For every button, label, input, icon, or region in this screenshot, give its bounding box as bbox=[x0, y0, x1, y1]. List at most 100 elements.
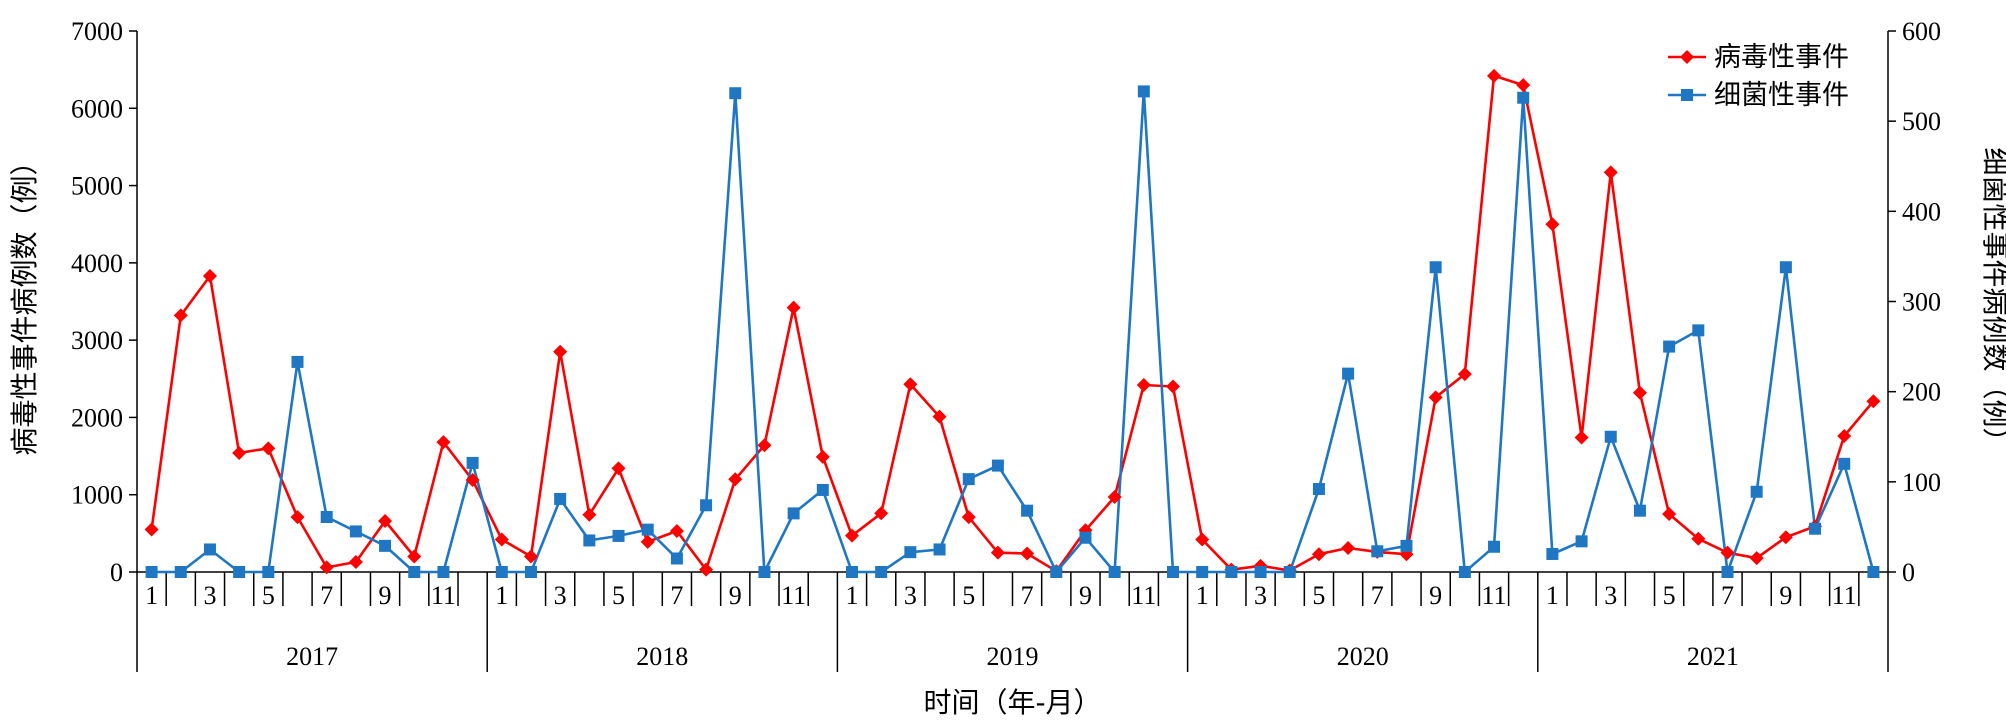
viral-point bbox=[757, 438, 772, 453]
viral-point bbox=[640, 534, 655, 549]
bacterial-point bbox=[320, 510, 333, 523]
right-tick-label: 300 bbox=[1902, 288, 1941, 317]
bacterial-point bbox=[641, 523, 654, 536]
bacterial-point bbox=[145, 566, 158, 578]
bacterial-point bbox=[1488, 540, 1501, 553]
series-markers bbox=[144, 68, 1881, 579]
bacterial-point bbox=[1429, 261, 1442, 274]
bacterial-point bbox=[845, 566, 858, 578]
bacterial-point bbox=[1692, 324, 1705, 337]
bacterial-point bbox=[1458, 566, 1471, 578]
month-tick-label: 11 bbox=[1131, 581, 1156, 610]
month-tick-label: 3 bbox=[203, 581, 216, 610]
bacterial-point bbox=[1546, 547, 1559, 560]
viral-point bbox=[1749, 551, 1764, 566]
month-tick-label: 1 bbox=[845, 581, 858, 610]
year-label: 2019 bbox=[987, 642, 1039, 671]
bacterial-point bbox=[1137, 85, 1150, 98]
viral-point bbox=[1166, 379, 1181, 394]
viral-point bbox=[669, 524, 684, 539]
viral-point bbox=[173, 308, 188, 323]
bacterial-point bbox=[1721, 566, 1734, 578]
bacterial-point bbox=[1517, 91, 1530, 104]
x-axis-title: 时间（年-月） bbox=[923, 686, 1101, 719]
left-axis-title: 病毒性事件病例数（例） bbox=[8, 147, 41, 455]
bacterial-point bbox=[1604, 430, 1617, 443]
bacterial-point bbox=[1196, 566, 1209, 578]
month-tick-label: 11 bbox=[431, 581, 456, 610]
viral-point bbox=[144, 522, 159, 537]
month-tick-label: 7 bbox=[1721, 581, 1734, 610]
left-tick-label: 3000 bbox=[71, 326, 123, 355]
bacterial-point bbox=[933, 543, 946, 556]
bacterial-point bbox=[787, 507, 800, 520]
month-tick-label: 5 bbox=[1312, 581, 1325, 610]
left-tick-label: 7000 bbox=[71, 17, 123, 46]
bacterial-point bbox=[816, 483, 829, 496]
viral-point bbox=[582, 507, 597, 522]
year-label: 2020 bbox=[1337, 642, 1389, 671]
bacterial-point bbox=[408, 566, 421, 578]
month-tick-label: 1 bbox=[145, 581, 158, 610]
month-tick-label: 11 bbox=[1832, 581, 1857, 610]
viral-point bbox=[1778, 530, 1793, 545]
viral-point bbox=[990, 545, 1005, 560]
bacterial-point bbox=[1809, 522, 1822, 535]
month-tick-label: 9 bbox=[1779, 581, 1792, 610]
viral-point bbox=[348, 554, 363, 569]
bacterial-point bbox=[379, 539, 392, 552]
month-tick-label: 3 bbox=[1604, 581, 1617, 610]
bacterial-point bbox=[1750, 485, 1763, 498]
bacterial-point bbox=[1283, 566, 1296, 578]
bacterial-point bbox=[1575, 535, 1588, 548]
month-tick-label: 3 bbox=[904, 581, 917, 610]
month-tick-label: 11 bbox=[781, 581, 806, 610]
bacterial-point bbox=[758, 566, 771, 578]
month-tick-label: 9 bbox=[1079, 581, 1092, 610]
viral-point bbox=[1136, 377, 1151, 392]
right-tick-label: 100 bbox=[1902, 468, 1941, 497]
month-tick-label: 9 bbox=[1429, 581, 1442, 610]
bacterial-point bbox=[700, 499, 713, 512]
bacterial-point bbox=[1021, 504, 1034, 517]
month-tick-label: 5 bbox=[962, 581, 975, 610]
legend-label-viral: 病毒性事件 bbox=[1714, 42, 1849, 73]
viral-point bbox=[844, 528, 859, 543]
bacterial-point bbox=[612, 529, 625, 542]
right-tick-label: 500 bbox=[1902, 107, 1941, 136]
viral-point bbox=[874, 506, 889, 521]
month-tick-label: 3 bbox=[1254, 581, 1267, 610]
bacterial-point bbox=[1225, 566, 1238, 578]
viral-point bbox=[961, 510, 976, 525]
viral-point bbox=[1603, 165, 1618, 180]
bacterial-point bbox=[524, 566, 537, 578]
viral-point bbox=[523, 549, 538, 564]
bacterial-point bbox=[233, 566, 246, 578]
month-tick-label: 1 bbox=[1196, 581, 1209, 610]
viral-point bbox=[1837, 428, 1852, 443]
bacterial-point bbox=[1779, 261, 1792, 274]
right-axis-title: 细菌性事件病例数（例） bbox=[1979, 147, 2006, 455]
bacterial-point bbox=[466, 456, 479, 469]
month-tick-label: 11 bbox=[1482, 581, 1507, 610]
bacterial-point bbox=[962, 473, 975, 486]
bacterial-point bbox=[904, 546, 917, 559]
legend-marker bbox=[1681, 89, 1693, 101]
month-tick-label: 1 bbox=[1546, 581, 1559, 610]
legend-marker bbox=[1680, 50, 1694, 64]
viral-point bbox=[261, 441, 276, 456]
viral-point bbox=[290, 510, 305, 525]
viral-point bbox=[1487, 68, 1502, 83]
month-tick-label: 7 bbox=[1021, 581, 1034, 610]
viral-point bbox=[407, 549, 422, 564]
viral-point bbox=[1866, 394, 1881, 409]
right-tick-label: 400 bbox=[1902, 197, 1941, 226]
year-label: 2017 bbox=[286, 642, 338, 671]
viral-point bbox=[553, 344, 568, 359]
viral-point bbox=[1691, 531, 1706, 546]
bacterial-point bbox=[991, 459, 1004, 472]
bacterial-point bbox=[174, 566, 187, 578]
viral-point bbox=[465, 473, 480, 488]
